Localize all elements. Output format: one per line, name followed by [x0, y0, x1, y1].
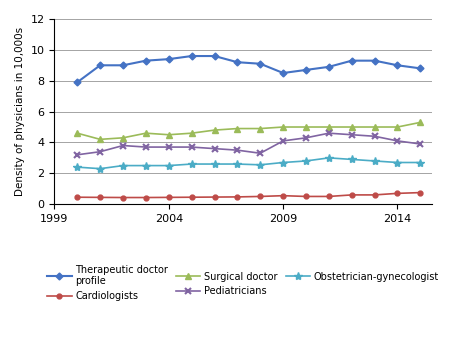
Therapeutic doctor
profile: [212, 54, 217, 58]
Therapeutic doctor
profile: [372, 58, 377, 63]
Therapeutic doctor
profile: [143, 58, 149, 63]
Therapeutic doctor
profile: [257, 62, 263, 66]
Line: Pediatricians: Pediatricians: [74, 130, 424, 158]
Line: Surgical doctor: Surgical doctor: [75, 120, 423, 142]
Pediatricians: [303, 136, 309, 140]
Cardiologists: [212, 195, 217, 199]
Therapeutic doctor
profile: [303, 68, 309, 72]
Therapeutic doctor
profile: [234, 60, 240, 64]
Therapeutic doctor
profile: [395, 63, 400, 67]
Surgical doctor: [75, 131, 80, 135]
Surgical doctor: [120, 136, 126, 140]
Cardiologists: [166, 195, 171, 199]
Surgical doctor: [143, 131, 149, 135]
Therapeutic doctor
profile: [189, 54, 194, 58]
Cardiologists: [372, 193, 377, 197]
Therapeutic doctor
profile: [75, 80, 80, 84]
Obstetrician-gynecologist: [418, 160, 423, 165]
Surgical doctor: [234, 127, 240, 131]
Pediatricians: [212, 147, 217, 151]
Surgical doctor: [166, 133, 171, 137]
Cardiologists: [257, 194, 263, 198]
Pediatricians: [97, 150, 103, 154]
Obstetrician-gynecologist: [234, 162, 240, 166]
Pediatricians: [234, 148, 240, 152]
Therapeutic doctor
profile: [281, 71, 286, 75]
Surgical doctor: [189, 131, 194, 135]
Therapeutic doctor
profile: [418, 66, 423, 70]
Obstetrician-gynecologist: [395, 160, 400, 165]
Obstetrician-gynecologist: [257, 163, 263, 167]
Cardiologists: [143, 196, 149, 200]
Therapeutic doctor
profile: [166, 57, 171, 61]
Obstetrician-gynecologist: [349, 157, 355, 161]
Therapeutic doctor
profile: [120, 63, 126, 67]
Cardiologists: [281, 194, 286, 198]
Pediatricians: [395, 139, 400, 143]
Therapeutic doctor
profile: [349, 58, 355, 63]
Pediatricians: [75, 153, 80, 157]
Obstetrician-gynecologist: [189, 162, 194, 166]
Therapeutic doctor
profile: [326, 65, 332, 69]
Obstetrician-gynecologist: [281, 160, 286, 165]
Pediatricians: [281, 139, 286, 143]
Surgical doctor: [395, 125, 400, 129]
Surgical doctor: [418, 120, 423, 124]
Line: Therapeutic doctor
profile: Therapeutic doctor profile: [75, 54, 423, 85]
Pediatricians: [166, 145, 171, 149]
Pediatricians: [418, 142, 423, 146]
Cardiologists: [234, 195, 240, 199]
Obstetrician-gynecologist: [166, 163, 171, 168]
Surgical doctor: [212, 128, 217, 132]
Surgical doctor: [303, 125, 309, 129]
Y-axis label: Density of physicians in 10,000s: Density of physicians in 10,000s: [15, 27, 25, 196]
Pediatricians: [372, 134, 377, 138]
Pediatricians: [143, 145, 149, 149]
Cardiologists: [303, 194, 309, 198]
Pediatricians: [120, 144, 126, 148]
Obstetrician-gynecologist: [120, 163, 126, 168]
Pediatricians: [257, 151, 263, 155]
Cardiologists: [75, 195, 80, 199]
Pediatricians: [189, 145, 194, 149]
Cardiologists: [349, 193, 355, 197]
Obstetrician-gynecologist: [303, 159, 309, 163]
Cardiologists: [395, 191, 400, 195]
Obstetrician-gynecologist: [143, 163, 149, 168]
Cardiologists: [97, 195, 103, 199]
Surgical doctor: [372, 125, 377, 129]
Obstetrician-gynecologist: [326, 156, 332, 160]
Therapeutic doctor
profile: [97, 63, 103, 67]
Obstetrician-gynecologist: [372, 159, 377, 163]
Cardiologists: [418, 190, 423, 195]
Pediatricians: [326, 131, 332, 135]
Line: Obstetrician-gynecologist: Obstetrician-gynecologist: [73, 154, 425, 173]
Obstetrician-gynecologist: [75, 165, 80, 169]
Surgical doctor: [97, 137, 103, 141]
Cardiologists: [120, 196, 126, 200]
Cardiologists: [189, 195, 194, 199]
Legend: Therapeutic doctor
profile, Cardiologists, Surgical doctor, Pediatricians, Obste: Therapeutic doctor profile, Cardiologist…: [43, 261, 443, 305]
Pediatricians: [349, 133, 355, 137]
Surgical doctor: [326, 125, 332, 129]
Surgical doctor: [281, 125, 286, 129]
Line: Cardiologists: Cardiologists: [75, 190, 423, 200]
Surgical doctor: [257, 127, 263, 131]
Obstetrician-gynecologist: [97, 167, 103, 171]
Obstetrician-gynecologist: [212, 162, 217, 166]
Cardiologists: [326, 194, 332, 198]
Surgical doctor: [349, 125, 355, 129]
